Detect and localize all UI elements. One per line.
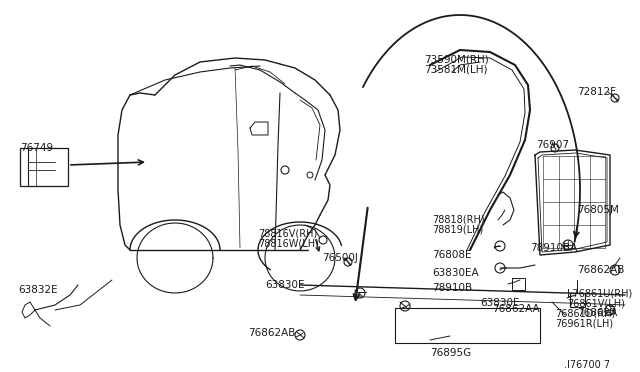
Text: 72812F: 72812F (577, 87, 616, 97)
Text: 76861D(RH): 76861D(RH) (555, 308, 615, 318)
Text: 76862A: 76862A (577, 308, 617, 318)
Text: 78818(RH): 78818(RH) (432, 215, 484, 225)
Text: 73590M(RH): 73590M(RH) (424, 55, 489, 65)
Text: 76861V(LH): 76861V(LH) (567, 298, 625, 308)
Text: 63830EA: 63830EA (432, 268, 479, 278)
Text: 78910B: 78910B (432, 283, 472, 293)
Text: 78816W(LH): 78816W(LH) (258, 238, 319, 248)
Text: 63830E: 63830E (480, 298, 520, 308)
Text: 76907: 76907 (536, 140, 569, 150)
Text: 76961R(LH): 76961R(LH) (555, 318, 613, 328)
Text: 73581M(LH): 73581M(LH) (424, 65, 488, 75)
Text: 76808E: 76808E (432, 250, 472, 260)
Text: 76749: 76749 (20, 143, 53, 153)
Text: 63832E: 63832E (18, 285, 58, 295)
Text: 76895G: 76895G (430, 348, 471, 358)
Text: 76862AA: 76862AA (492, 304, 540, 314)
Text: 76805M: 76805M (577, 205, 619, 215)
Text: 63830E: 63830E (265, 280, 305, 290)
Text: 78816V(RH): 78816V(RH) (258, 228, 317, 238)
Text: 78819(LH): 78819(LH) (432, 225, 483, 235)
Text: 76500J: 76500J (322, 253, 358, 263)
Text: 78910BA: 78910BA (530, 243, 577, 253)
Text: 76862AB: 76862AB (577, 265, 625, 275)
Text: L76861U(RH): L76861U(RH) (567, 288, 632, 298)
Text: 76862AB: 76862AB (248, 328, 296, 338)
Text: .I76700 7: .I76700 7 (564, 360, 610, 370)
